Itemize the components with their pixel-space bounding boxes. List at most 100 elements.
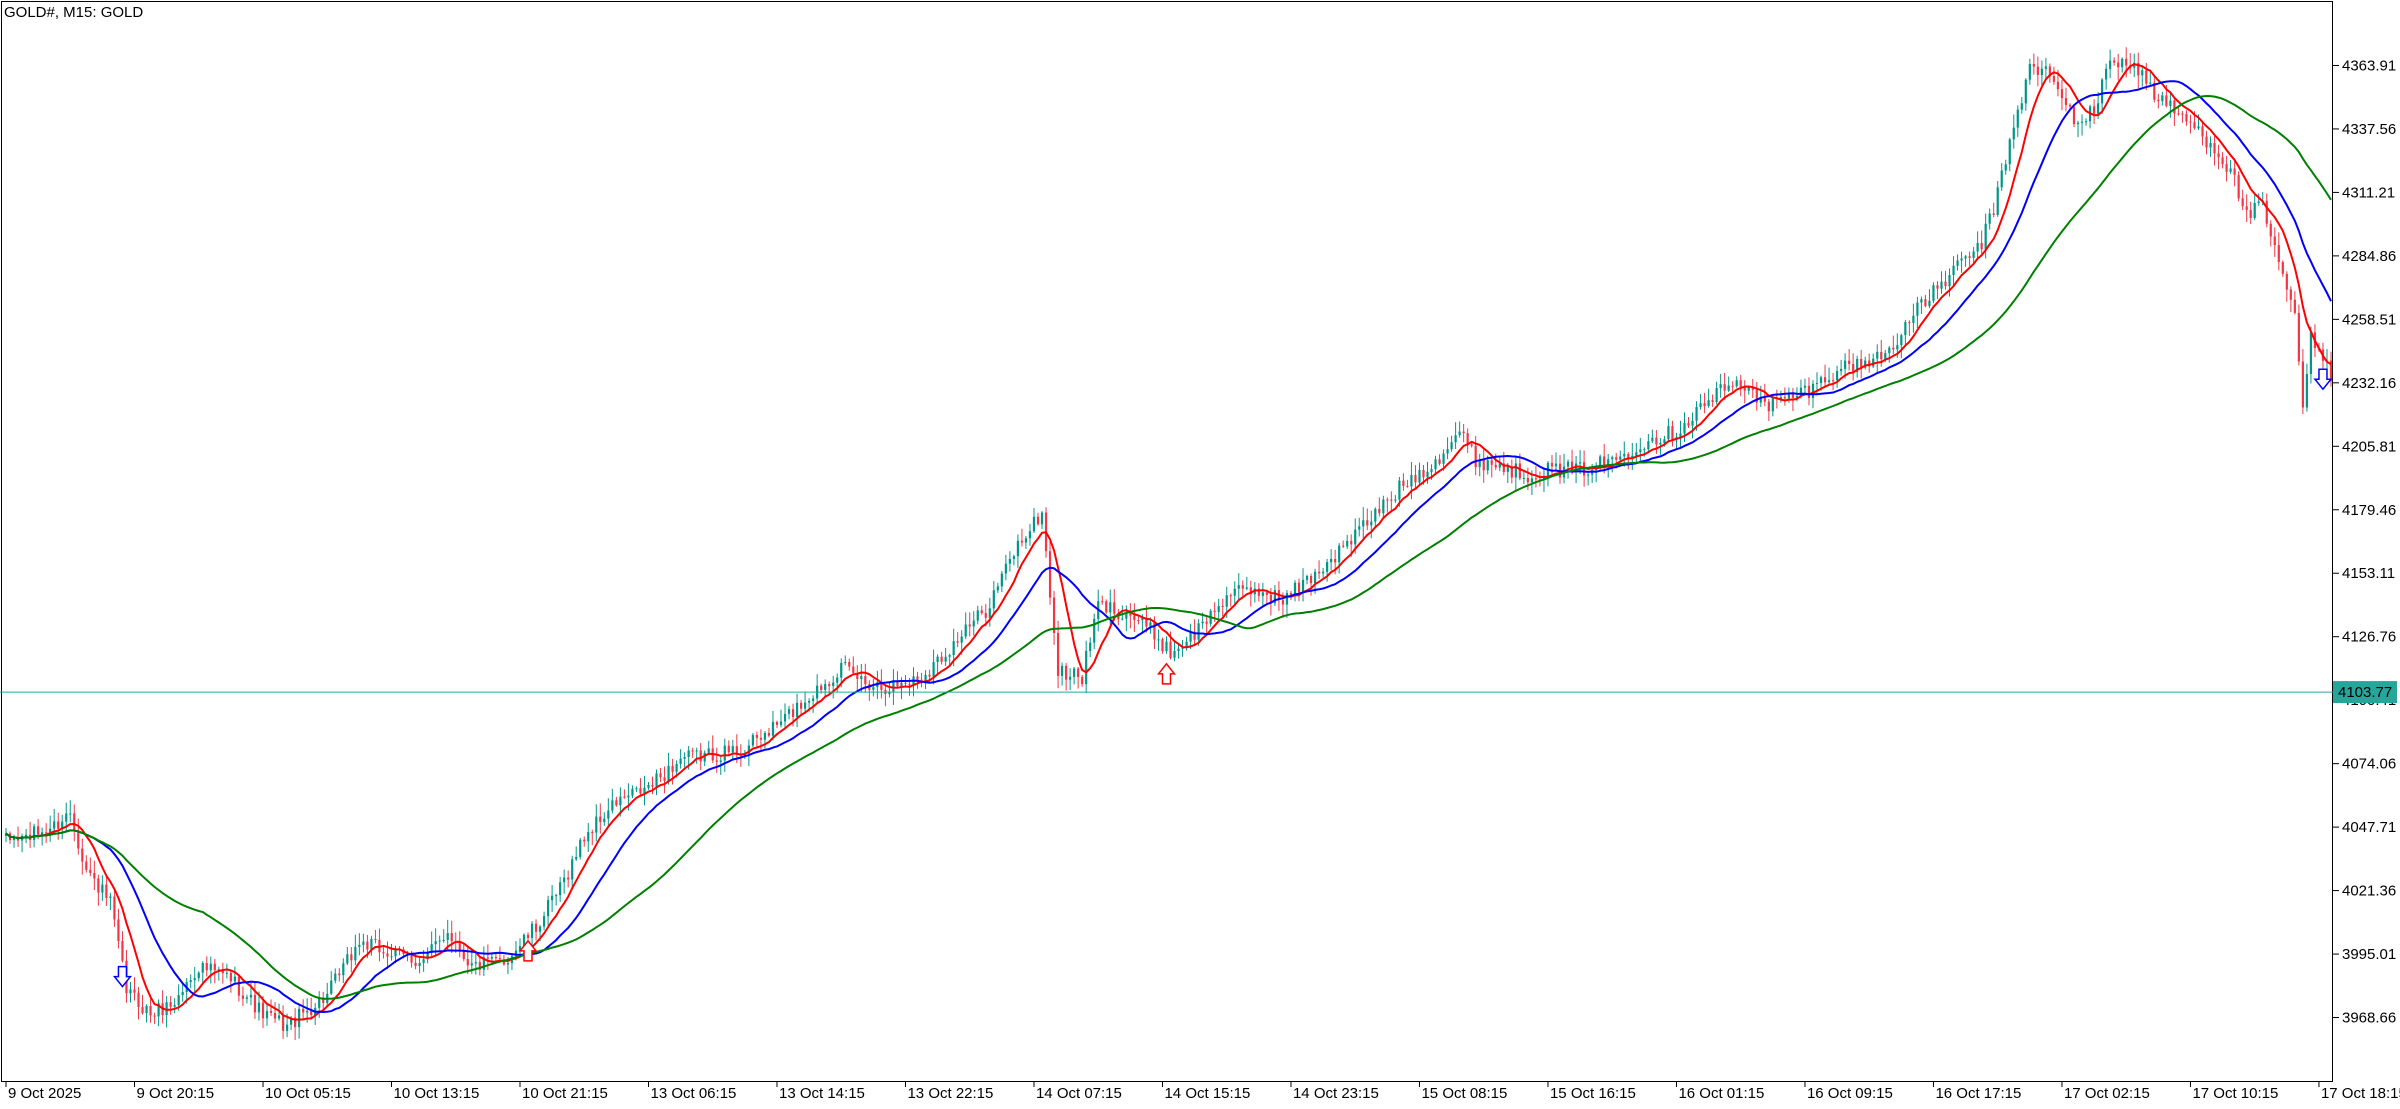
candle-body xyxy=(832,682,835,686)
candle-body xyxy=(1848,360,1851,364)
candle-body xyxy=(245,997,249,999)
price-marker-label: 4103.77 xyxy=(2338,684,2392,701)
candle xyxy=(1462,423,1465,443)
candle-body xyxy=(623,796,626,798)
candle xyxy=(1133,603,1136,633)
candle-body xyxy=(1032,516,1036,532)
candle xyxy=(482,946,485,976)
y-tick-label: 4126.76 xyxy=(2342,629,2396,646)
candle-body xyxy=(1346,540,1349,547)
candle-body xyxy=(426,952,429,960)
candle-body xyxy=(1161,639,1164,652)
candle-body xyxy=(1406,485,1409,487)
candle-body xyxy=(494,956,498,959)
candle-body xyxy=(611,800,614,811)
candle-body xyxy=(1000,573,1003,587)
candle-body xyxy=(2028,63,2031,80)
candle xyxy=(49,815,52,842)
candle-body xyxy=(1924,299,1927,307)
candle-body xyxy=(1016,540,1020,557)
candle xyxy=(462,942,465,962)
candle xyxy=(1823,364,1827,387)
candle xyxy=(16,826,20,848)
candle xyxy=(779,709,783,728)
candle-body xyxy=(322,997,325,1003)
candle xyxy=(1470,443,1473,448)
candle xyxy=(1904,319,1907,345)
candle-body xyxy=(450,933,453,942)
candle-body xyxy=(587,832,590,842)
arrow-up-icon xyxy=(1156,662,1177,685)
candle-body xyxy=(1386,499,1389,501)
candle-body xyxy=(956,641,959,643)
candle xyxy=(1647,433,1650,452)
candle-body xyxy=(1944,281,1947,287)
candle xyxy=(1229,593,1232,607)
candle-body xyxy=(1273,590,1277,604)
candle xyxy=(1113,589,1116,621)
candle xyxy=(169,996,172,1015)
candle-body xyxy=(334,973,337,981)
candle xyxy=(844,655,847,666)
candle-body xyxy=(77,831,80,849)
candle-body xyxy=(1514,463,1517,478)
candle-body xyxy=(1679,433,1682,438)
candle-body xyxy=(1374,508,1377,522)
candle-body xyxy=(2096,103,2100,114)
candle xyxy=(1157,629,1160,651)
candle xyxy=(2217,144,2220,170)
candle-body xyxy=(430,944,433,953)
candle-body xyxy=(2309,332,2313,374)
candle-body xyxy=(1960,258,1963,261)
candle xyxy=(1406,479,1409,488)
candle-body xyxy=(1715,388,1718,402)
candle-body xyxy=(1020,540,1024,543)
candle-body xyxy=(169,1002,172,1007)
candle-body xyxy=(771,721,775,736)
candle-body xyxy=(37,826,40,835)
candle xyxy=(2305,363,2309,412)
moving-averages-layer xyxy=(5,63,2332,1021)
candle-body xyxy=(1599,456,1602,469)
candle-body xyxy=(1024,538,1028,543)
candle xyxy=(474,953,477,975)
candle xyxy=(1129,603,1132,629)
candle-body xyxy=(1920,299,1923,303)
candle xyxy=(1317,560,1321,579)
candle-body xyxy=(1932,285,1935,301)
candle xyxy=(1362,507,1365,539)
candle-body xyxy=(177,995,180,1006)
candle xyxy=(2080,114,2084,136)
candle-body xyxy=(872,687,875,690)
candle xyxy=(1856,355,1859,378)
candle-body xyxy=(1518,463,1521,479)
candle-body xyxy=(2024,79,2027,104)
candle xyxy=(2205,130,2208,155)
candle-body xyxy=(534,923,538,932)
candle xyxy=(2273,227,2276,257)
candle-body xyxy=(635,788,638,790)
candle xyxy=(1671,420,1674,447)
candle-body xyxy=(1113,602,1116,614)
candle xyxy=(2028,58,2031,85)
candle-body xyxy=(269,1011,273,1013)
candle xyxy=(2040,60,2043,86)
candle xyxy=(2189,114,2192,134)
candle-body xyxy=(759,737,763,740)
candle-body xyxy=(2020,103,2023,110)
candle xyxy=(237,974,241,1002)
candle-body xyxy=(1811,383,1815,398)
candle-body xyxy=(1956,260,1959,266)
candle-body xyxy=(1012,556,1016,559)
candle-body xyxy=(165,1002,168,1016)
candle-body xyxy=(820,685,823,690)
candle-body xyxy=(1205,621,1208,624)
candle-body xyxy=(1711,400,1714,402)
candle-body xyxy=(2189,121,2192,123)
candle-body xyxy=(731,746,734,753)
x-tick-label: 17 Oct 10:15 xyxy=(2192,1085,2278,1102)
candle-body xyxy=(1896,345,1899,350)
candle-body xyxy=(575,856,578,860)
candle-body xyxy=(294,1017,297,1028)
